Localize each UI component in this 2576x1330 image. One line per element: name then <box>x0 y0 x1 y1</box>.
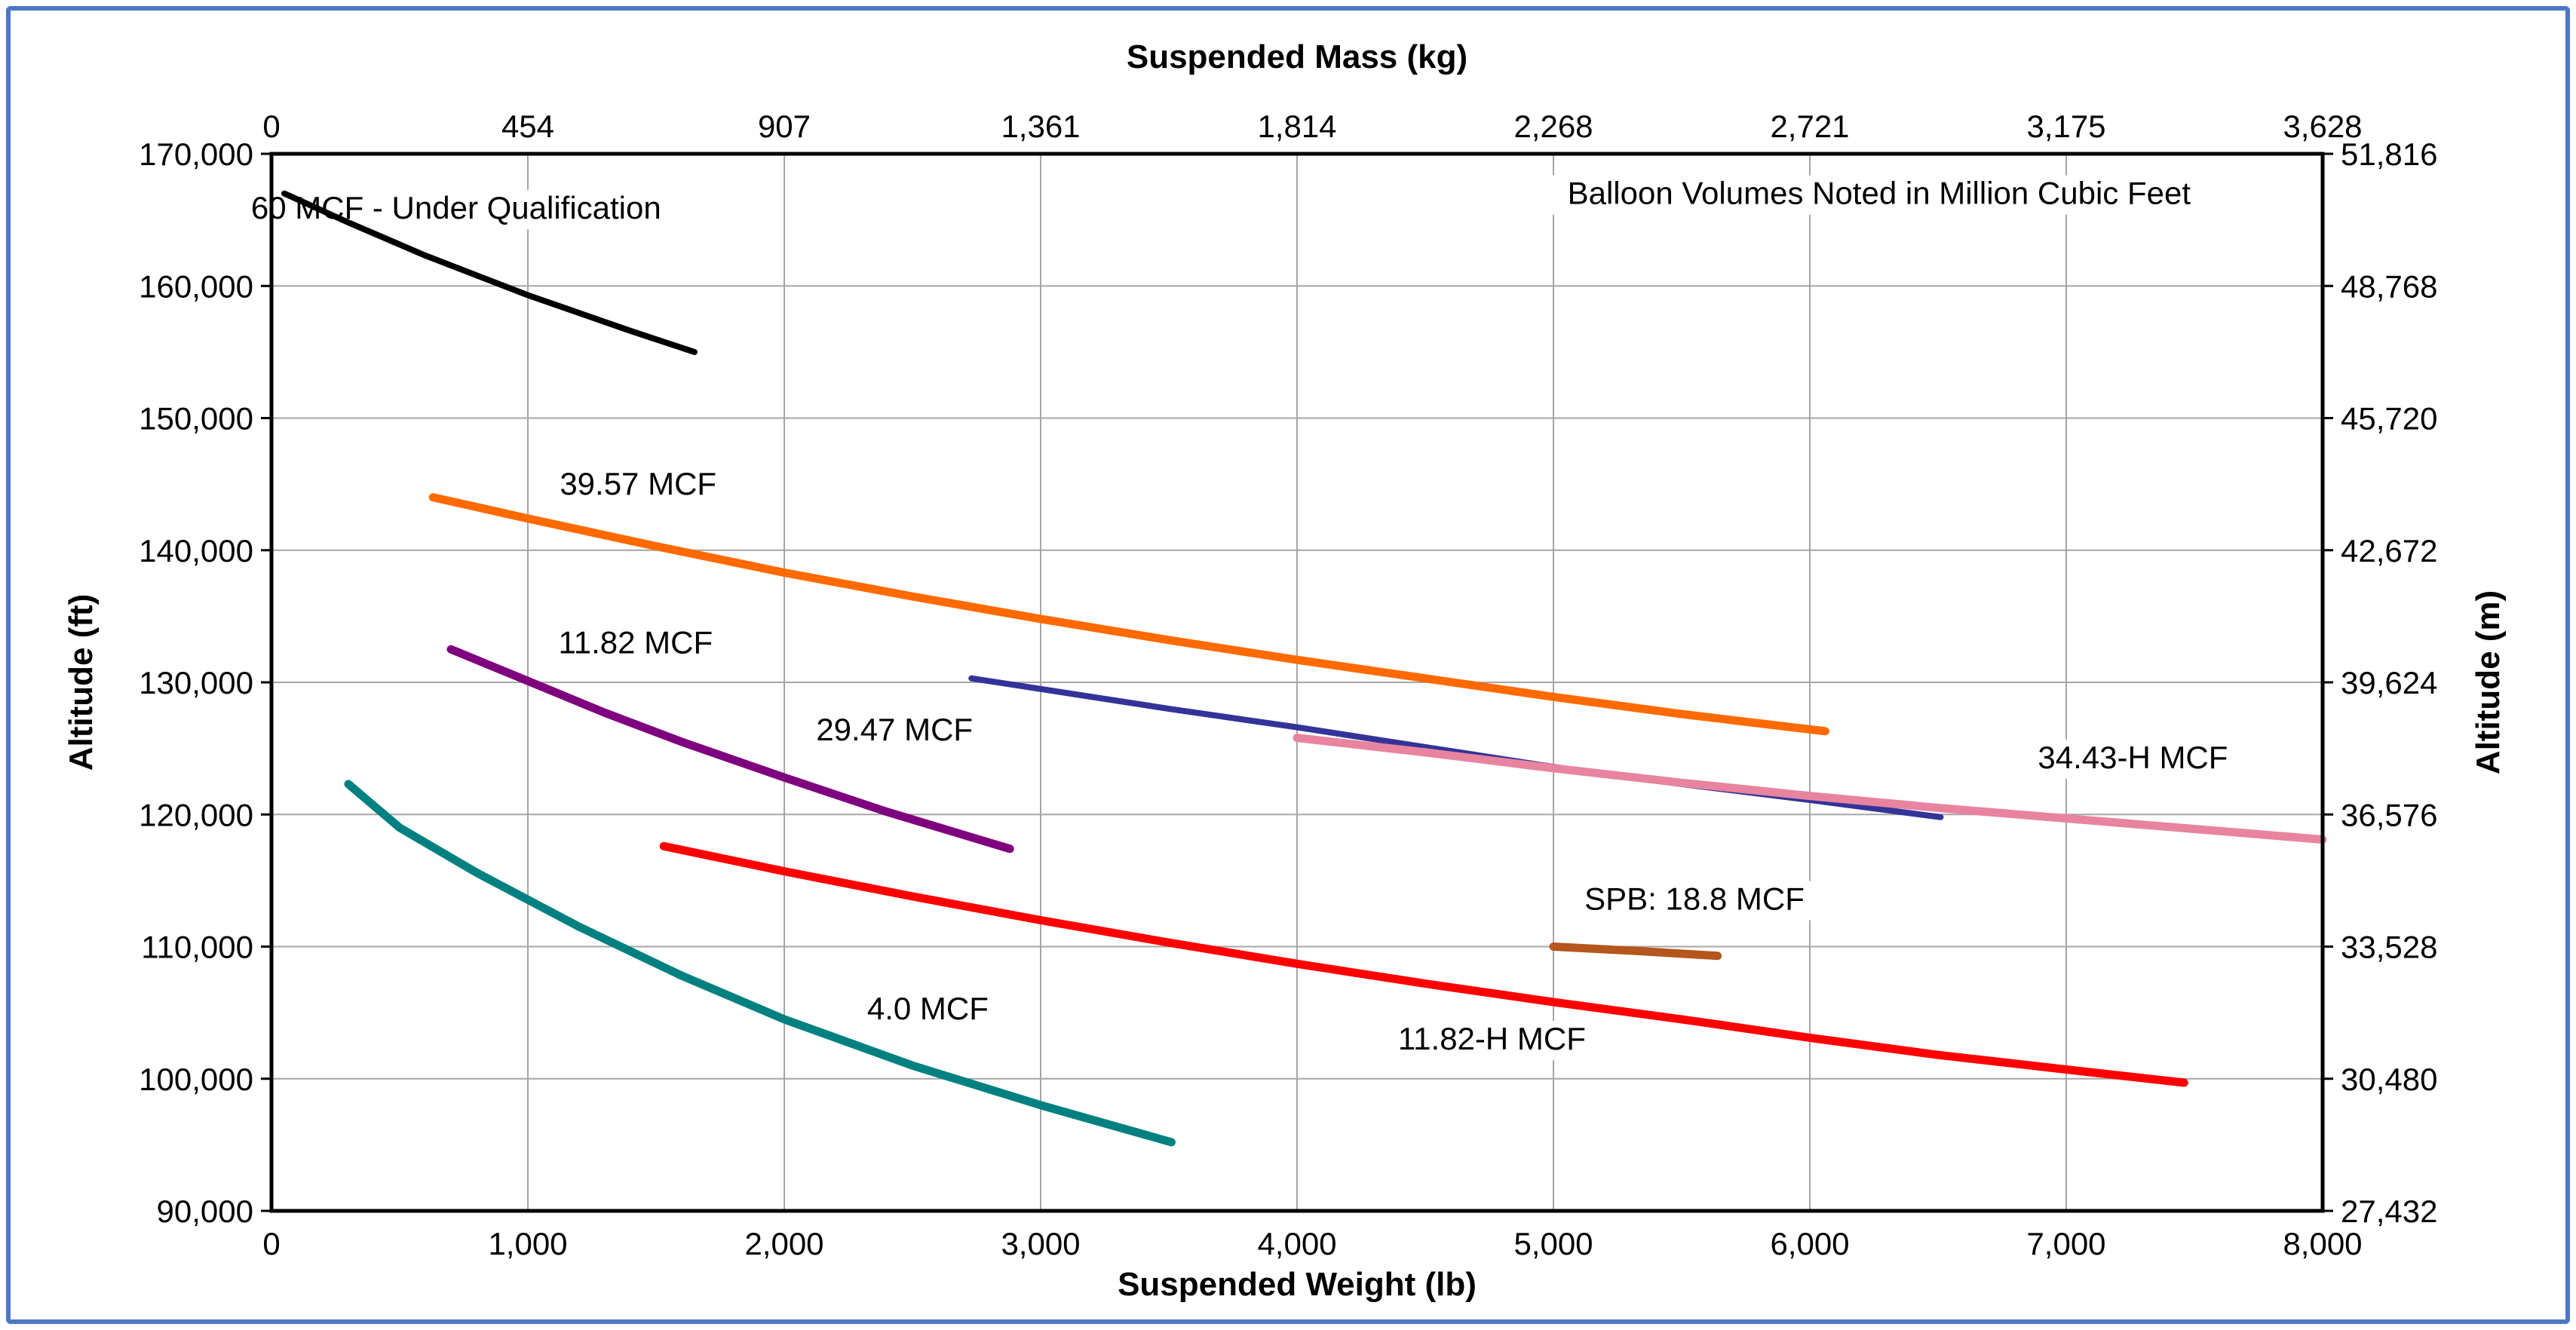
y-tick-label: 110,000 <box>141 930 253 965</box>
y-tick-label: 100,000 <box>139 1062 253 1097</box>
y2-tick-label: 36,576 <box>2341 797 2437 832</box>
x-tick-label: 4,000 <box>1257 1226 1336 1261</box>
x-tick-label: 6,000 <box>1770 1226 1849 1261</box>
y-tick-label: 150,000 <box>139 401 253 437</box>
x-tick-label: 3,000 <box>1001 1226 1080 1261</box>
x-tick-label: 5,000 <box>1513 1226 1593 1261</box>
annotations: 60 MCF - Under Qualification Balloon Volu… <box>205 175 2260 1061</box>
y-tick-label: 90,000 <box>157 1194 253 1229</box>
series-annotation: 11.82 MCF <box>558 624 713 660</box>
y-tick-label: 120,000 <box>139 797 253 832</box>
x2-tick-label: 0 <box>262 109 280 144</box>
x2-tick-label: 1,361 <box>1001 109 1080 144</box>
series-annotation: Balloon Volumes Noted in Million Cubic F… <box>1568 176 2191 211</box>
y2-tick-label: 51,816 <box>2341 136 2437 172</box>
annotation-background <box>859 990 996 1030</box>
annotation-background <box>808 712 980 752</box>
annotation-background <box>552 466 724 506</box>
y-tick-label: 140,000 <box>139 533 253 568</box>
x2-tick-label: 2,268 <box>1513 109 1593 144</box>
series-line <box>1549 942 1722 961</box>
x-tick-label: 0 <box>262 1226 280 1261</box>
annotation-background <box>1574 881 1815 921</box>
x2-tick-label: 3,175 <box>2026 109 2105 144</box>
y-tick-label: 170,000 <box>139 136 253 172</box>
x-tick-label: 8,000 <box>2283 1226 2362 1261</box>
series-line <box>446 645 1014 853</box>
series-line <box>659 841 2188 1087</box>
y-tick-label: 160,000 <box>139 268 253 304</box>
y2-axis-title: Altitude (m) <box>2470 590 2507 774</box>
annotation-background <box>550 624 722 664</box>
y-axis-title: Altitude (ft) <box>63 594 100 771</box>
y2-tick-label: 33,528 <box>2341 930 2437 965</box>
y2-tick-label: 42,672 <box>2341 533 2437 568</box>
y2-tick-label: 27,432 <box>2341 1194 2437 1229</box>
series-annotation: 39.57 MCF <box>560 466 716 501</box>
series-annotation: 29.47 MCF <box>816 712 973 747</box>
x-tick-label: 2,000 <box>744 1226 823 1261</box>
y2-tick-label: 48,768 <box>2341 268 2437 304</box>
y2-tick-label: 39,624 <box>2341 665 2437 700</box>
tick-labels: 0 0 1,000 454 2,000 907 3,000 1,361 4,000 1,814 5,… <box>139 109 2437 1261</box>
x2-tick-label: 3,628 <box>2283 109 2362 144</box>
annotation-background <box>1388 1021 1595 1061</box>
x2-tick-label: 454 <box>501 109 554 144</box>
chart-frame: 60 MCF - Under Qualification Balloon Volu… <box>6 6 2570 1324</box>
altitude-vs-weight-chart: 60 MCF - Under Qualification Balloon Volu… <box>11 11 2565 1319</box>
series-annotation: 11.82-H MCF <box>1398 1021 1586 1056</box>
x-axis-title: Suspended Weight (lb) <box>1118 1266 1477 1303</box>
series-lines <box>281 190 2327 1147</box>
series-line <box>428 493 1829 736</box>
series-annotation: SPB: 18.8 MCF <box>1584 881 1805 916</box>
x2-tick-label: 907 <box>758 109 811 144</box>
annotation-background <box>2029 739 2236 779</box>
series-line <box>1293 734 2327 844</box>
x2-axis-title: Suspended Mass (kg) <box>1127 38 1467 75</box>
x2-tick-label: 2,721 <box>1770 109 1849 144</box>
x-tick-label: 7,000 <box>2026 1226 2105 1261</box>
y2-tick-label: 45,720 <box>2341 401 2437 437</box>
annotation-background <box>1498 175 2260 215</box>
series-line <box>344 780 1176 1147</box>
x-tick-label: 1,000 <box>488 1226 567 1261</box>
y2-tick-label: 30,480 <box>2341 1062 2437 1097</box>
x2-tick-label: 1,814 <box>1257 109 1336 144</box>
series-annotation: 4.0 MCF <box>867 991 989 1026</box>
series-annotation: 34.43-H MCF <box>2038 740 2228 775</box>
series-line <box>281 190 698 355</box>
y-tick-label: 130,000 <box>139 665 253 700</box>
